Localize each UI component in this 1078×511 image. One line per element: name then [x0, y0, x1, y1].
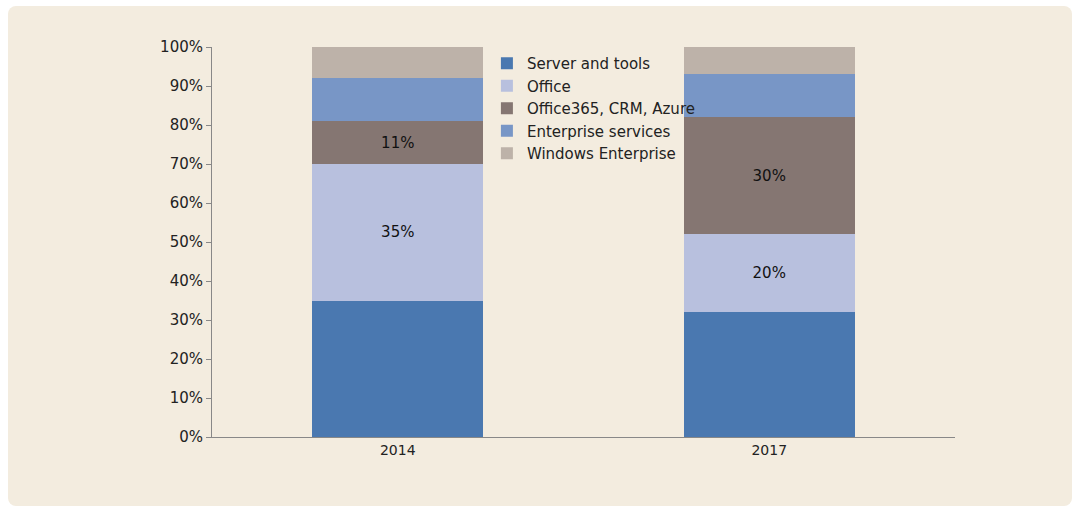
svg-text:Enterprise services: Enterprise services [527, 123, 671, 141]
svg-text:2014: 2014 [380, 442, 416, 458]
svg-text:80%: 80% [170, 116, 203, 134]
svg-text:Server and tools: Server and tools [527, 55, 650, 73]
svg-text:100%: 100% [160, 38, 203, 56]
svg-text:60%: 60% [170, 194, 203, 212]
svg-text:10%: 10% [170, 389, 203, 407]
svg-text:70%: 70% [170, 155, 203, 173]
svg-text:Office365, CRM, Azure: Office365, CRM, Azure [527, 100, 695, 118]
svg-text:40%: 40% [170, 272, 203, 290]
svg-text:2017: 2017 [751, 442, 787, 458]
svg-text:0%: 0% [179, 428, 203, 446]
svg-text:Windows Enterprise: Windows Enterprise [527, 145, 676, 163]
svg-text:20%: 20% [170, 350, 203, 368]
svg-text:20%: 20% [753, 264, 786, 282]
svg-text:11%: 11% [381, 134, 414, 152]
svg-text:30%: 30% [170, 311, 203, 329]
svg-text:50%: 50% [170, 233, 203, 251]
svg-text:35%: 35% [381, 223, 414, 241]
svg-text:90%: 90% [170, 77, 203, 95]
svg-text:Office: Office [527, 78, 571, 96]
svg-text:30%: 30% [753, 167, 786, 185]
